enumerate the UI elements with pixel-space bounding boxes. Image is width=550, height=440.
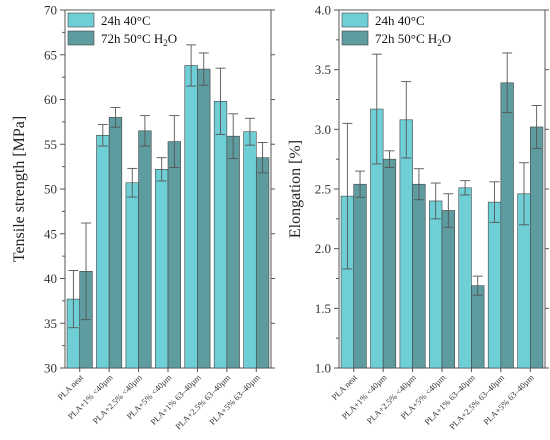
bar [108,117,123,369]
legend-swatch-24h [67,12,95,28]
y-tick-label: 65 [44,47,57,62]
y-tick-label: 45 [44,226,57,241]
bar [213,100,228,369]
legend-label-24h: 24h 40°C [375,13,425,28]
bar [125,182,139,369]
y-axis-label: Tensile strength [MPa] [11,116,28,262]
bar [226,135,240,369]
y-axis-label: Elongation [%] [287,140,304,238]
bar [471,285,485,369]
legend-label-72h-prefix: 72h 50°C H [101,31,163,46]
bar [382,158,397,369]
legend: 24h 40°C 72h 50°C H2O [341,12,451,48]
bar [458,187,472,369]
bar [529,126,544,369]
bar [243,131,257,369]
y-tick-label: 1.0 [315,361,331,376]
y-tick-label: 2.0 [315,241,331,256]
bar [412,183,426,369]
y-tick-label: 1.5 [315,301,331,316]
x-category-label: PLA+5% 63–40µm [207,372,262,427]
bar [487,201,502,369]
y-tick-label: 30 [44,361,57,376]
bar [500,82,514,369]
legend-label-72h-subscript: 2 [437,38,442,48]
legend-label-72h-subscript: 2 [163,38,168,48]
y-tick-label: 50 [44,182,57,197]
legend-swatch-24h [341,12,369,28]
y-tick-label: 70 [44,3,57,18]
y-tick-label: 3.0 [315,122,331,137]
x-category-label: PLA+5% 63–40µm [481,372,536,427]
x-category-label: PLA+1% 63–40µm [422,372,477,427]
y-tick-label: 4.0 [315,3,331,18]
bar [167,141,181,369]
bar [184,65,198,369]
bar [197,68,211,369]
bar [255,157,270,369]
legend: 24h 40°C 72h 50°C H2O [67,12,177,48]
x-category-label: PLA+1% 63–40µm [148,372,203,427]
bar [429,200,443,369]
bar [138,130,152,369]
x-category-label: PLA+2.5% 63–40µm [447,372,506,431]
y-tick-label: 55 [44,137,57,152]
legend-label-72h-suffix: O [442,31,451,46]
legend-swatch-72h [67,30,95,46]
bar [155,169,169,369]
tensile-strength-panel: 30 35 40 45 50 55 60 65 70 Tensile strength [MPa]… [11,3,275,431]
legend-label-72h: 72h 50°C H2O [101,31,177,48]
legend-label-72h: 72h 50°C H2O [375,31,451,48]
x-category-label: PLA+2.5% 63–40µm [173,372,232,431]
y-tick-label: 60 [44,92,57,107]
legend-swatch-72h [341,30,369,46]
y-tick-label: 35 [44,316,57,331]
legend-label-72h-prefix: 72h 50°C H [375,31,437,46]
legend-label-72h-suffix: O [168,31,177,46]
legend-label-24h: 24h 40°C [101,13,151,28]
y-tick-label: 40 [44,271,57,286]
y-tick-label: 3.5 [315,62,331,77]
bar [96,135,110,369]
bar [353,183,367,369]
y-tick-label: 2.5 [315,182,331,197]
bar [441,210,455,369]
